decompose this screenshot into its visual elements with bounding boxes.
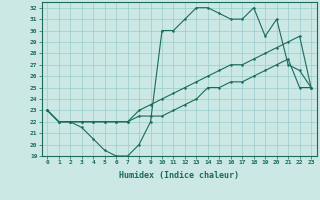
- X-axis label: Humidex (Indice chaleur): Humidex (Indice chaleur): [119, 171, 239, 180]
